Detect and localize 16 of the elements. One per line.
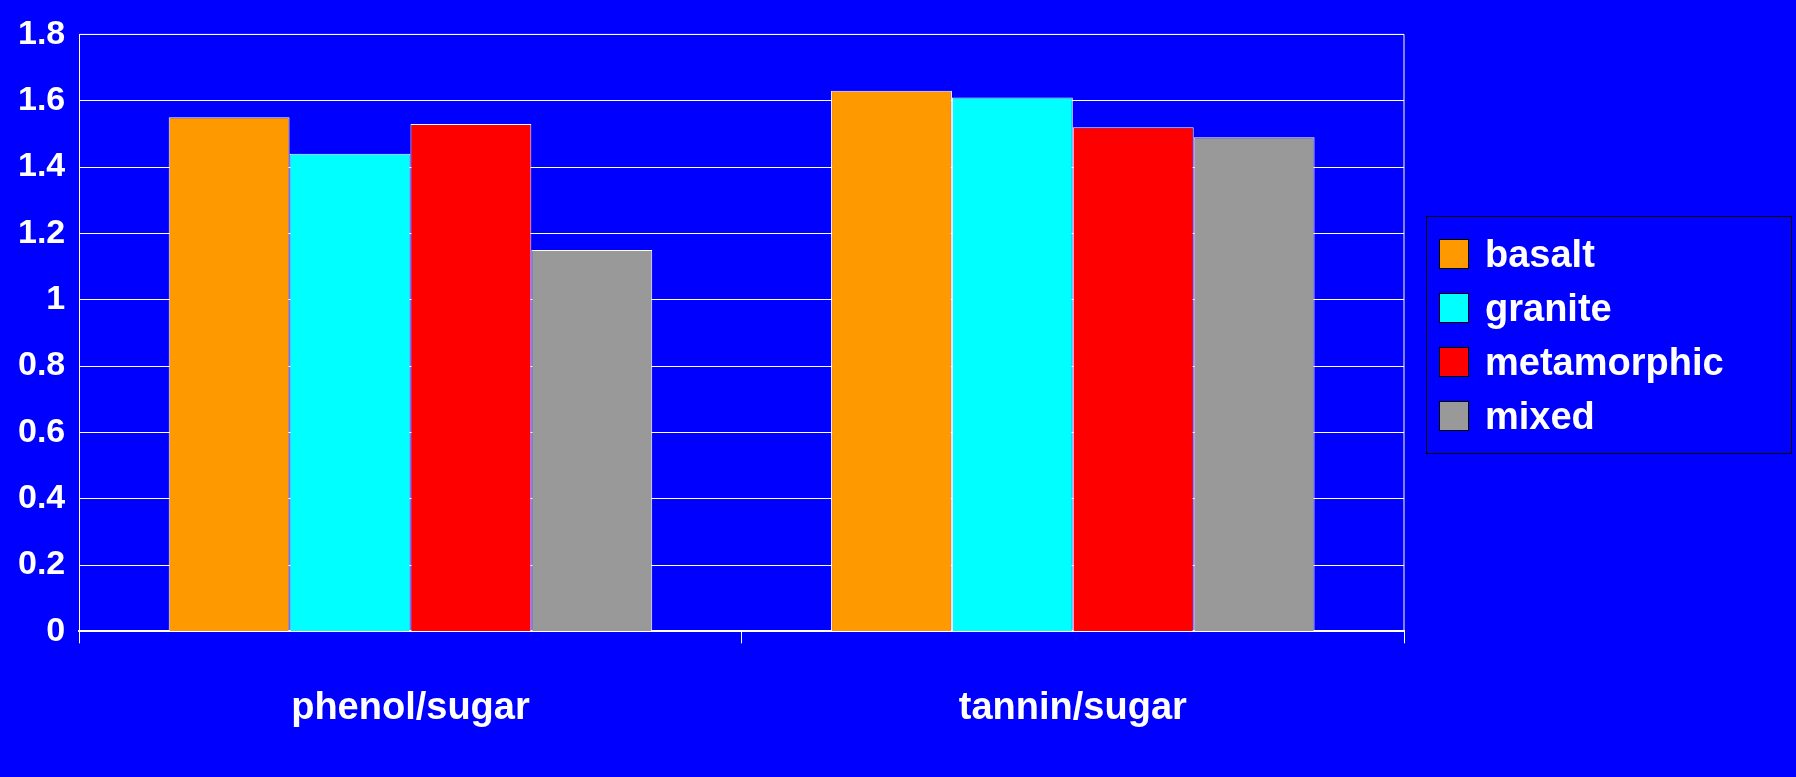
x-tick-label: phenol/sugar [291, 684, 530, 727]
y-tick-label: 0 [46, 609, 66, 648]
y-tick-label: 1 [46, 278, 66, 317]
x-tick-label: tannin/sugar [958, 684, 1188, 727]
y-tick-label: 0.4 [18, 477, 66, 516]
legend-label: granite [1485, 286, 1612, 330]
legend-label: basalt [1485, 232, 1595, 276]
y-tick-label: 1.6 [18, 79, 66, 118]
y-tick-label: 0.8 [18, 344, 66, 383]
legend-label: metamorphic [1485, 340, 1724, 384]
y-tick-label: 0.6 [18, 410, 66, 449]
y-tick-label: 1.8 [18, 12, 66, 51]
y-tick-label: 1.4 [18, 145, 66, 184]
y-tick-label: 1.2 [18, 211, 66, 250]
legend-label: mixed [1485, 394, 1595, 438]
y-tick-label: 0.2 [18, 543, 66, 582]
